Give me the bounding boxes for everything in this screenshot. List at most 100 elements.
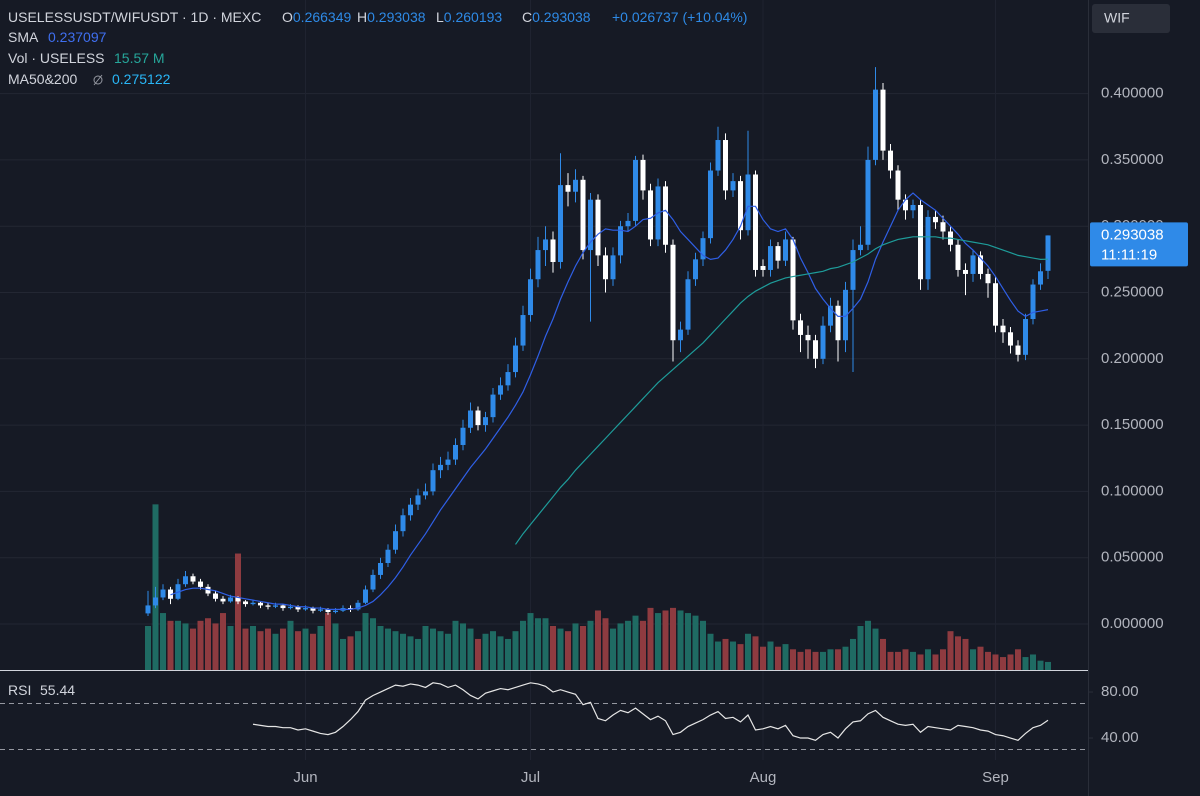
volume-bar (812, 651, 819, 670)
ma-value: 0.275122 (112, 71, 171, 87)
symbol-label: WIF (1104, 10, 1130, 26)
candle-body (595, 199, 601, 256)
candle-body (550, 239, 556, 263)
volume-bar (902, 649, 909, 670)
candle-body (460, 427, 466, 445)
x-tick-label: Jun (293, 769, 317, 786)
volume-bar (542, 618, 549, 670)
volume-bar (362, 613, 369, 670)
candle-body (408, 504, 413, 516)
volume-value: 15.57 M (114, 50, 165, 66)
candle-body (1030, 284, 1036, 320)
candle-body (858, 244, 863, 251)
candle-body (535, 250, 541, 280)
candle-body (1008, 332, 1013, 346)
volume-bar (752, 636, 759, 670)
volume-bar (280, 628, 286, 670)
volume-bar (625, 620, 631, 670)
volume-bar (932, 654, 939, 670)
open-value: 0.266349 (293, 9, 352, 25)
volume-bar (1015, 649, 1021, 670)
candle-body (910, 204, 916, 211)
candle-body (678, 329, 683, 341)
price-layer (145, 67, 1051, 617)
volume-bar (580, 626, 586, 670)
candle-body (603, 255, 608, 280)
candle-body (648, 190, 653, 240)
candle-body (1023, 319, 1028, 355)
sma-legend: SMA 0.237097 (8, 29, 107, 45)
ma-line (170, 192, 1049, 610)
rsi-line (252, 682, 1049, 742)
y-tick-label: 0.200000 (1101, 350, 1164, 367)
volume-bar (197, 620, 204, 670)
candle-body (475, 410, 481, 426)
grid (0, 0, 1088, 760)
volume-bar (212, 623, 219, 670)
volume-bar (235, 553, 241, 670)
candle-body (325, 609, 331, 613)
volume-bar (617, 623, 624, 670)
volume-bar (347, 636, 354, 670)
volume-bar (610, 628, 616, 670)
candle-body (310, 608, 316, 611)
candle-body (738, 181, 743, 231)
candle-body (220, 598, 226, 602)
candle-body (543, 239, 548, 251)
volume-bar (685, 613, 691, 670)
candle-body (835, 305, 841, 341)
volume-bar (640, 620, 646, 670)
volume-bar (692, 615, 699, 670)
candle-body (190, 576, 196, 582)
candle-body (820, 325, 826, 359)
candle-body (610, 255, 616, 280)
candle-body (355, 602, 361, 610)
candle-body (625, 220, 631, 227)
ohlc-letter: L (436, 9, 444, 25)
candle-body (445, 459, 451, 465)
volume-bar (265, 628, 271, 670)
candle-body (438, 464, 443, 471)
volume-bar (377, 626, 384, 670)
candle-body (400, 515, 406, 532)
volume-bar (865, 620, 871, 670)
candle-body (303, 608, 308, 610)
x-tick-label: Jul (521, 769, 540, 786)
candle-body (978, 255, 983, 274)
candle-body (558, 185, 563, 263)
candle-body (790, 239, 796, 321)
candle-body (993, 283, 998, 326)
volume-bar (670, 607, 676, 670)
volume-bar (392, 631, 399, 670)
change-value: +0.026737 (+10.04%) (612, 9, 747, 25)
candle-body (483, 417, 488, 426)
candle-body (168, 589, 173, 599)
close-value: 0.293038 (532, 9, 591, 25)
candle-body (663, 186, 668, 245)
candle-body (498, 385, 503, 395)
hidden-icon (93, 74, 103, 86)
volume-bar (190, 628, 196, 670)
y-tick-label: 0.250000 (1101, 283, 1164, 300)
volume-bar (317, 626, 324, 670)
candle-body (955, 244, 961, 270)
symbol-box[interactable]: WIF (1092, 4, 1170, 33)
volume-bar (242, 628, 249, 670)
volume-bar (370, 618, 376, 670)
candle-body (333, 610, 338, 613)
volume-bar (250, 626, 256, 670)
candle-body (348, 608, 353, 610)
volume-bar (325, 613, 331, 670)
volume-bar (257, 631, 264, 670)
volume-bar (632, 615, 639, 670)
candle-body (393, 531, 398, 550)
candle-body (370, 574, 376, 590)
y-tick-label: 0.400000 (1101, 85, 1164, 102)
price-label-bg (1090, 222, 1188, 267)
low-value: 0.260193 (444, 9, 503, 25)
rsi-value: 55.44 (40, 682, 75, 698)
candle-body (963, 269, 968, 274)
candle-body (250, 602, 256, 605)
volume-bar (160, 613, 166, 670)
volume-bar (422, 626, 429, 670)
